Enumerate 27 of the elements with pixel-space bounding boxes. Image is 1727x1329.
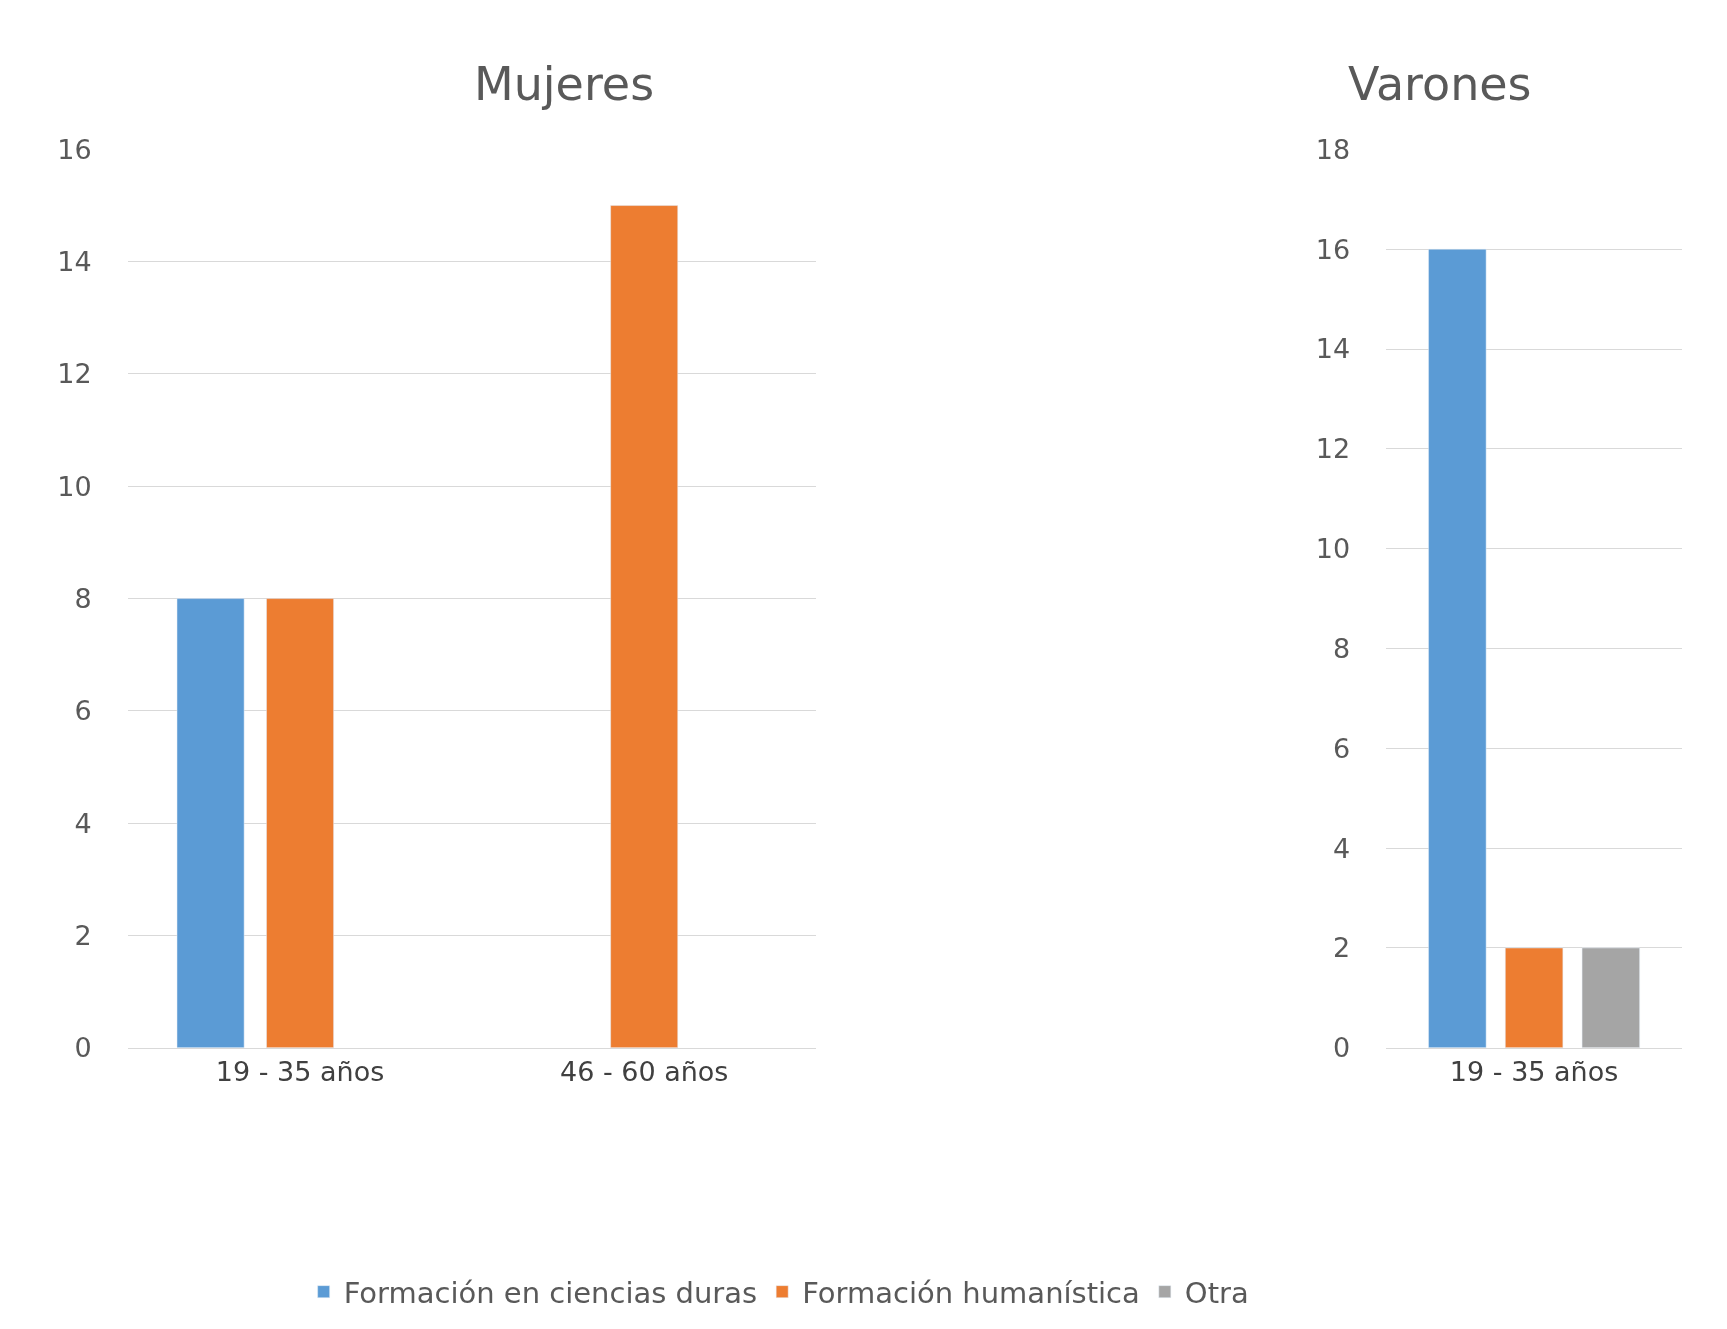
y-tick-label: 10 [1315, 533, 1351, 565]
chart-title: Mujeres [474, 57, 655, 111]
y-tick-label: 12 [1315, 433, 1351, 465]
y-tick-label: 16 [1315, 233, 1351, 265]
x-tick-label: 19 - 35 años [215, 1056, 385, 1088]
x-tick-label: 46 - 60 años [559, 1056, 729, 1088]
y-tick-label: 6 [74, 695, 92, 727]
y-tick-label: 4 [74, 807, 92, 839]
legend-label: Otra [1184, 1275, 1249, 1310]
y-tick-label: 6 [1332, 732, 1351, 764]
y-tick-label: 2 [74, 919, 92, 951]
y-tick-label: 18 [1315, 133, 1351, 165]
legend-label: Formación humanística [802, 1275, 1140, 1310]
y-tick-label: 4 [1332, 832, 1351, 864]
y-tick-label: 14 [1315, 333, 1351, 365]
y-tick-label: 2 [1332, 932, 1351, 964]
y-tick-label: 12 [57, 358, 92, 390]
y-tick-label: 0 [1332, 1032, 1351, 1064]
x-tick-label: 19 - 35 años [1449, 1056, 1619, 1088]
y-tick-label: 10 [57, 470, 92, 502]
chart-title: Varones [1348, 57, 1532, 111]
y-tick-label: 14 [57, 246, 92, 278]
y-tick-label: 0 [74, 1032, 92, 1064]
legend-label: Formación en ciencias duras [343, 1275, 758, 1310]
y-tick-label: 8 [1332, 632, 1351, 664]
y-tick-label: 8 [74, 583, 92, 615]
y-tick-label: 16 [57, 133, 92, 165]
